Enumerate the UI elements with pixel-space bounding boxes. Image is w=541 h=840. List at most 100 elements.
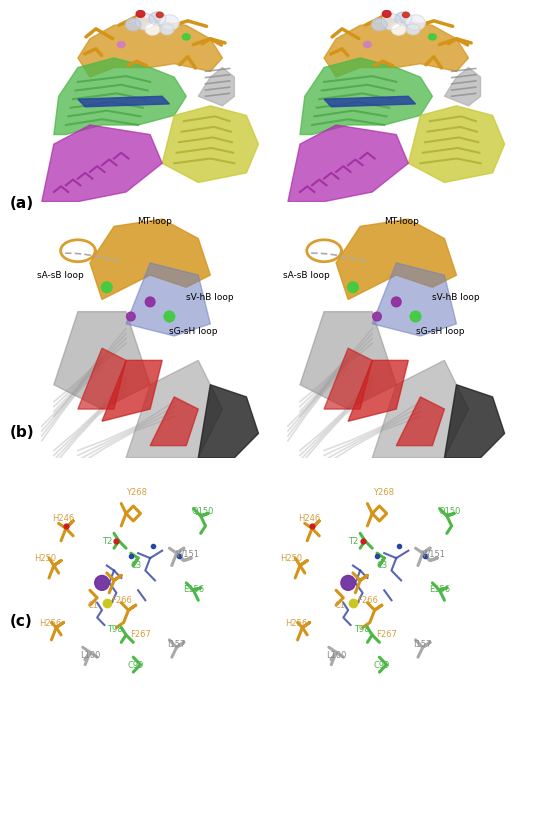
- Text: C1: C1: [88, 601, 99, 610]
- Text: H250: H250: [34, 554, 56, 563]
- Text: Q150: Q150: [192, 507, 214, 516]
- Polygon shape: [78, 19, 222, 77]
- Circle shape: [102, 282, 112, 292]
- Polygon shape: [336, 219, 457, 300]
- Text: H246: H246: [299, 514, 321, 523]
- Text: C3: C3: [376, 561, 387, 570]
- Polygon shape: [150, 397, 198, 445]
- Polygon shape: [54, 58, 186, 134]
- Circle shape: [403, 13, 410, 18]
- Circle shape: [410, 311, 421, 322]
- Polygon shape: [90, 219, 210, 300]
- Circle shape: [156, 13, 163, 18]
- Text: F266: F266: [357, 596, 378, 605]
- Text: W151: W151: [175, 550, 200, 559]
- Polygon shape: [198, 67, 234, 106]
- Text: L100: L100: [326, 652, 346, 660]
- Circle shape: [160, 15, 179, 30]
- Text: I157: I157: [167, 640, 186, 649]
- Polygon shape: [42, 125, 162, 202]
- Circle shape: [182, 34, 190, 40]
- Polygon shape: [300, 312, 396, 409]
- Polygon shape: [324, 19, 469, 77]
- Circle shape: [392, 24, 406, 35]
- Circle shape: [381, 13, 401, 29]
- Polygon shape: [348, 360, 408, 421]
- Polygon shape: [126, 263, 210, 336]
- Text: C99: C99: [128, 661, 144, 670]
- Text: sV-hB loop: sV-hB loop: [432, 292, 480, 302]
- Circle shape: [428, 34, 436, 40]
- Circle shape: [406, 24, 420, 34]
- Polygon shape: [372, 360, 469, 458]
- Circle shape: [395, 12, 412, 25]
- Text: T98: T98: [108, 626, 123, 634]
- Circle shape: [146, 297, 155, 307]
- Text: F267: F267: [130, 630, 151, 639]
- Circle shape: [406, 15, 425, 30]
- Text: MT-loop: MT-loop: [384, 217, 419, 226]
- Text: (a): (a): [10, 196, 34, 211]
- Polygon shape: [396, 397, 445, 445]
- Text: sA-sB loop: sA-sB loop: [37, 270, 84, 280]
- Text: T2: T2: [348, 538, 358, 547]
- Polygon shape: [324, 348, 372, 409]
- Text: Y268: Y268: [373, 488, 393, 497]
- Polygon shape: [445, 67, 480, 106]
- Text: H246: H246: [52, 514, 75, 523]
- Circle shape: [95, 575, 109, 591]
- Polygon shape: [126, 360, 222, 458]
- Text: F266: F266: [111, 596, 131, 605]
- Text: H250: H250: [280, 554, 302, 563]
- Circle shape: [373, 312, 381, 321]
- Text: W151: W151: [421, 550, 446, 559]
- Polygon shape: [162, 106, 259, 182]
- Text: sV-hB loop: sV-hB loop: [186, 292, 234, 302]
- Polygon shape: [372, 263, 457, 336]
- Circle shape: [126, 18, 141, 30]
- Circle shape: [136, 10, 145, 18]
- Text: F267: F267: [376, 630, 397, 639]
- Text: T2: T2: [102, 538, 112, 547]
- Text: H256: H256: [39, 619, 61, 628]
- Text: Q150: Q150: [438, 507, 460, 516]
- Text: sG-sH loop: sG-sH loop: [415, 327, 464, 336]
- Text: C1: C1: [334, 601, 345, 610]
- Polygon shape: [78, 348, 126, 409]
- Circle shape: [135, 13, 155, 29]
- Circle shape: [146, 24, 160, 35]
- Text: sG-sH loop: sG-sH loop: [169, 327, 218, 336]
- Text: E156: E156: [183, 585, 204, 594]
- Polygon shape: [324, 97, 415, 107]
- Text: sA-sB loop: sA-sB loop: [283, 270, 330, 280]
- Polygon shape: [198, 385, 259, 458]
- Text: T98: T98: [354, 626, 369, 634]
- Text: C3: C3: [130, 561, 141, 570]
- Circle shape: [127, 312, 135, 321]
- Text: C99: C99: [374, 661, 390, 670]
- Polygon shape: [408, 106, 505, 182]
- Circle shape: [348, 282, 358, 292]
- Polygon shape: [288, 125, 408, 202]
- Polygon shape: [78, 97, 169, 107]
- Text: I157: I157: [413, 640, 432, 649]
- Text: Y268: Y268: [127, 488, 147, 497]
- Polygon shape: [102, 360, 162, 421]
- Circle shape: [372, 18, 387, 30]
- Polygon shape: [300, 58, 432, 134]
- Polygon shape: [445, 385, 505, 458]
- Text: H256: H256: [285, 619, 307, 628]
- Circle shape: [364, 41, 371, 48]
- Circle shape: [149, 12, 166, 25]
- Circle shape: [160, 24, 174, 34]
- Text: MT-loop: MT-loop: [137, 217, 173, 226]
- Text: (b): (b): [10, 425, 35, 440]
- Polygon shape: [54, 312, 150, 409]
- Circle shape: [341, 575, 355, 591]
- Text: E156: E156: [429, 585, 450, 594]
- Circle shape: [117, 41, 125, 48]
- Text: L100: L100: [80, 652, 100, 660]
- Circle shape: [392, 297, 401, 307]
- Circle shape: [164, 311, 175, 322]
- Circle shape: [382, 10, 391, 18]
